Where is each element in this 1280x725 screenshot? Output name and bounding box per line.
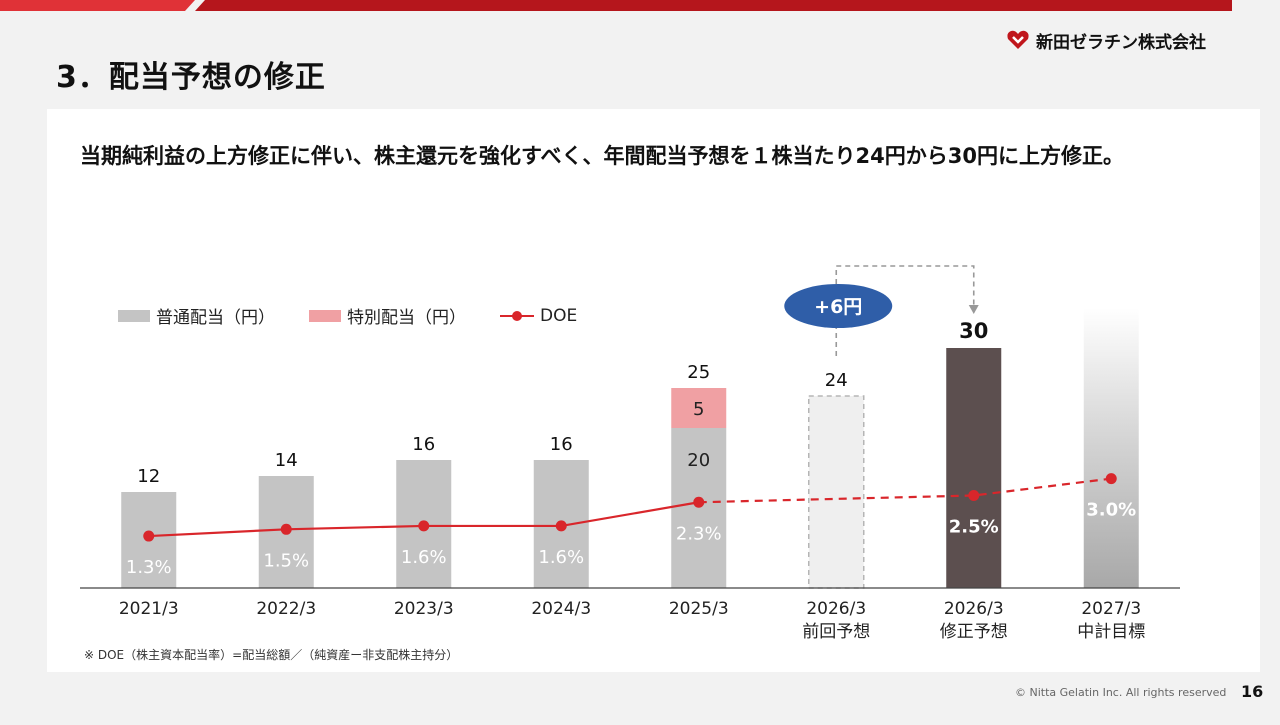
legend-ordinary: 普通配当（円） <box>118 303 275 328</box>
doe-point <box>555 520 567 532</box>
doe-point <box>280 523 292 535</box>
doe-point <box>418 520 430 532</box>
x-tick-label: 2027/3 <box>1081 599 1141 619</box>
doe-label: 1.6% <box>401 547 447 568</box>
page-number: 16 <box>1241 682 1264 701</box>
bar-total-label: 25 <box>687 362 710 383</box>
bar-revised-forecast <box>946 348 1002 588</box>
doe-label: 3.0% <box>1086 500 1136 521</box>
chart-legend: 普通配当（円） 特別配当（円） DOE <box>118 303 611 328</box>
bar-ordinary <box>671 428 727 588</box>
company-logo: 新田ゼラチン株式会社 <box>1006 28 1206 53</box>
x-tick-label: 2026/3 <box>806 599 866 619</box>
increase-badge <box>784 284 893 328</box>
bar-total-label: 24 <box>825 370 848 391</box>
legend-special-swatch <box>309 309 341 322</box>
doe-label: 1.6% <box>538 547 584 568</box>
legend-doe: DOE <box>500 306 577 326</box>
lead-text: 当期純利益の上方修正に伴い、株主還元を強化すべく、年間配当予想を１株当たり24円… <box>80 144 1124 168</box>
x-tick-label: 2026/3 <box>944 599 1004 619</box>
logo-mark-icon <box>1007 30 1029 49</box>
doe-point <box>693 496 705 508</box>
footnote: ※ DOE（株主資本配当率）=配当総額／（純資産ー非支配株主持分） <box>84 648 459 662</box>
content-panel <box>47 109 1260 672</box>
page-title: 3．配当予想の修正 <box>56 60 326 95</box>
doe-label: 2.3% <box>676 523 722 544</box>
bar-special-label: 5 <box>693 399 704 420</box>
x-tick-label: 2025/3 <box>669 599 729 619</box>
doe-line-forecast <box>698 477 1112 504</box>
copyright: © Nitta Gelatin Inc. All rights reserved <box>1015 686 1227 699</box>
bar-total-label: 14 <box>275 450 298 471</box>
legend-doe-swatch <box>500 310 534 322</box>
x-tick-label: 2022/3 <box>256 599 316 619</box>
doe-label: 1.3% <box>126 557 172 578</box>
bar-previous-forecast <box>808 395 865 589</box>
legend-ordinary-swatch <box>118 309 150 322</box>
x-tick-label: 2021/3 <box>119 599 179 619</box>
doe-point <box>1105 473 1117 485</box>
increase-arrow-icon <box>968 305 979 314</box>
legend-doe-label: DOE <box>540 305 578 326</box>
increase-badge-label: +6円 <box>814 296 862 318</box>
doe-point <box>143 530 155 542</box>
bar-target-gradient <box>1083 308 1139 588</box>
header-bar <box>0 0 1232 11</box>
legend-special-label: 特別配当（円） <box>347 308 466 328</box>
x-tick-sublabel: 中計目標 <box>1077 622 1145 642</box>
bar-total-label: 30 <box>959 319 988 343</box>
x-tick-label: 2023/3 <box>394 599 454 619</box>
bar-total-label: 16 <box>550 434 573 455</box>
x-tick-sublabel: 前回予想 <box>802 622 870 642</box>
x-tick-sublabel: 修正予想 <box>940 622 1008 642</box>
doe-label: 2.5% <box>949 517 999 538</box>
legend-ordinary-label: 普通配当（円） <box>156 308 275 328</box>
doe-label: 1.5% <box>263 550 309 571</box>
company-name: 新田ゼラチン株式会社 <box>1036 32 1206 53</box>
bar-total-label: 12 <box>137 466 160 487</box>
bar-total-label: 16 <box>412 434 435 455</box>
bar-segment-label: 20 <box>687 450 710 471</box>
bar-special <box>671 388 727 428</box>
x-tick-label: 2024/3 <box>531 599 591 619</box>
legend-special: 特別配当（円） <box>309 303 466 328</box>
doe-point <box>968 490 980 501</box>
